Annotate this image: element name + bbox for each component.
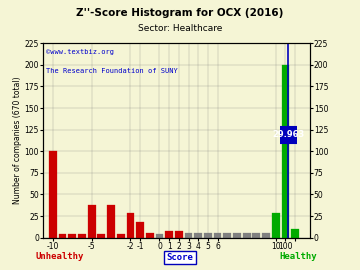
Bar xyxy=(282,65,289,238)
Text: ©www.textbiz.org: ©www.textbiz.org xyxy=(46,49,114,55)
Bar xyxy=(272,213,280,238)
Text: The Research Foundation of SUNY: The Research Foundation of SUNY xyxy=(46,69,177,75)
Bar xyxy=(107,205,115,238)
Bar xyxy=(165,231,173,238)
Bar xyxy=(98,234,105,238)
Bar xyxy=(146,233,154,238)
Bar xyxy=(59,234,67,238)
Bar xyxy=(117,234,125,238)
Bar xyxy=(194,233,202,238)
Text: Z''-Score Histogram for OCX (2016): Z''-Score Histogram for OCX (2016) xyxy=(76,8,284,18)
Bar xyxy=(78,234,86,238)
Bar xyxy=(49,151,57,238)
Bar xyxy=(233,233,241,238)
Text: Healthy: Healthy xyxy=(279,252,317,261)
Bar xyxy=(204,233,212,238)
Bar xyxy=(175,231,183,238)
Text: 29.963: 29.963 xyxy=(272,130,305,139)
Bar xyxy=(88,205,95,238)
Bar xyxy=(291,229,299,238)
Text: Unhealthy: Unhealthy xyxy=(36,252,84,261)
Bar xyxy=(252,233,260,238)
Bar xyxy=(224,233,231,238)
Bar xyxy=(243,233,251,238)
Y-axis label: Number of companies (670 total): Number of companies (670 total) xyxy=(13,77,22,204)
Bar xyxy=(214,233,221,238)
Bar xyxy=(185,233,192,238)
Bar xyxy=(262,233,270,238)
Bar xyxy=(68,234,76,238)
Bar xyxy=(156,234,163,238)
Bar xyxy=(280,127,297,143)
Bar xyxy=(126,213,134,238)
Bar xyxy=(136,222,144,238)
Text: Score: Score xyxy=(167,253,193,262)
Text: Sector: Healthcare: Sector: Healthcare xyxy=(138,24,222,33)
